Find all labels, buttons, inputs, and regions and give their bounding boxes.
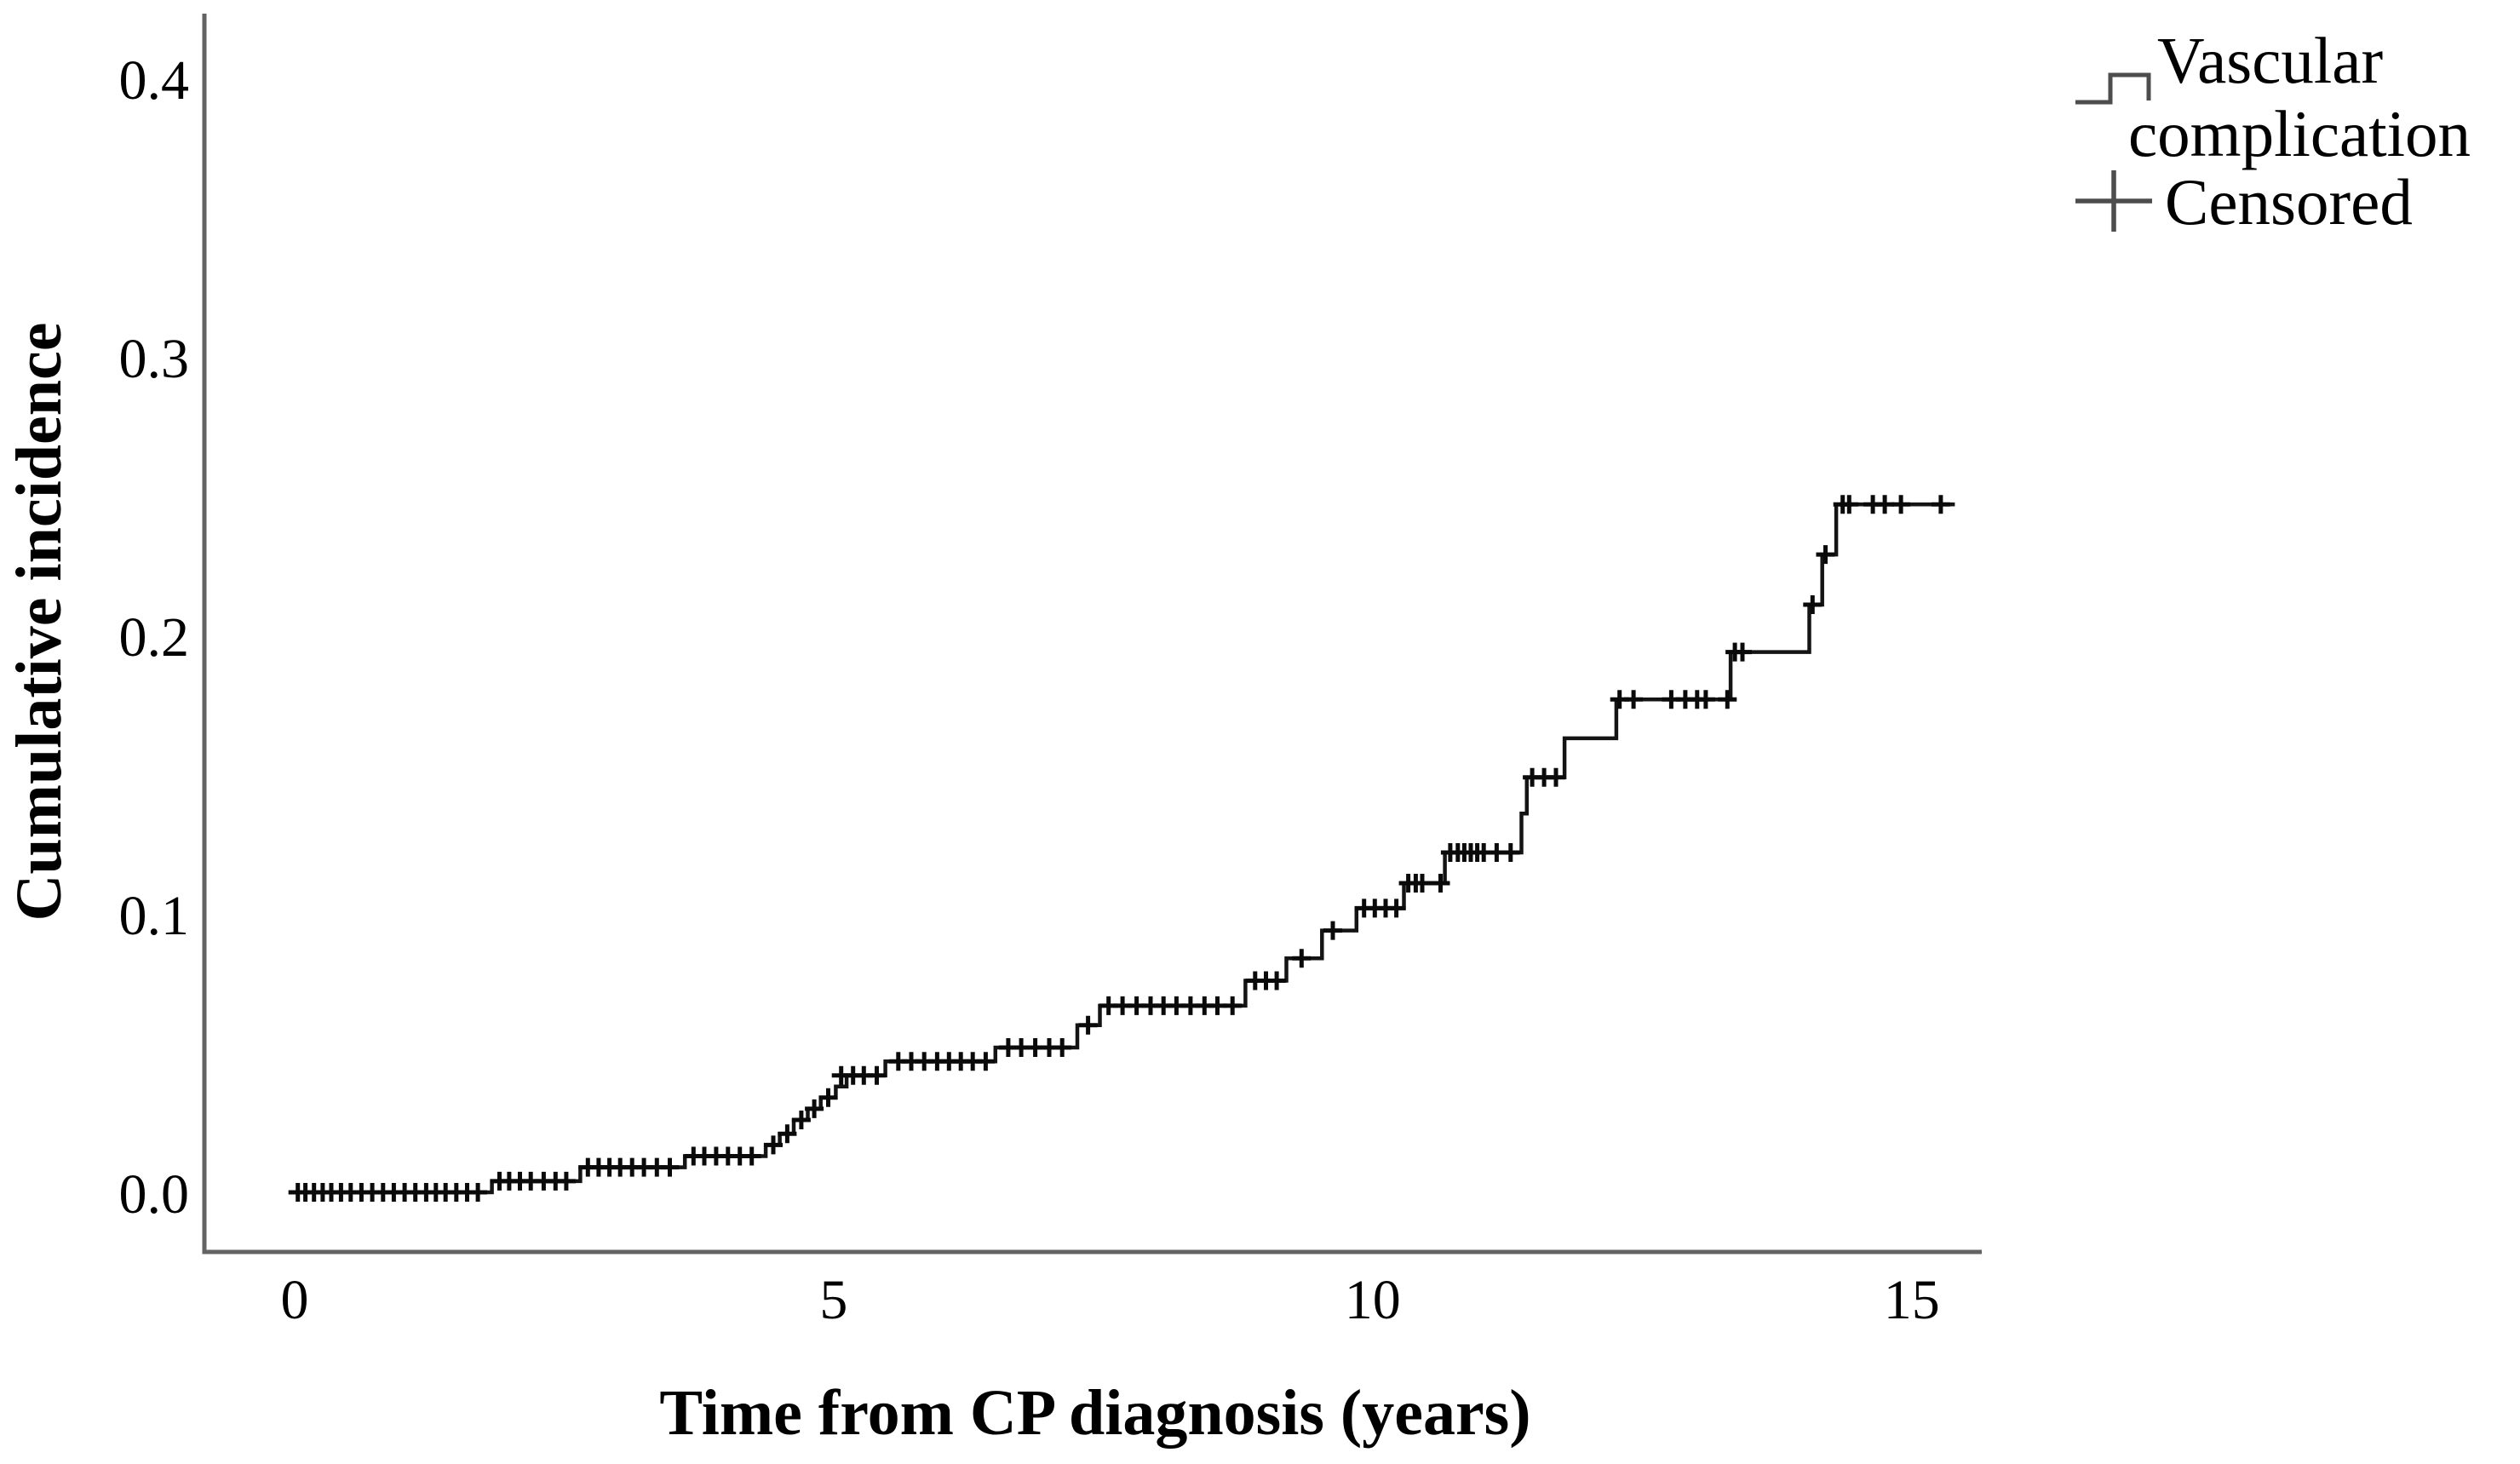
axes-layer: 0.0 0.1 0.2 0.3 0.4 0 5 10 15: [119, 14, 1982, 1331]
censor-mark: [1078, 1015, 1098, 1035]
legend-label-censored: Censored: [2165, 165, 2413, 238]
censor-mark: [764, 1135, 783, 1155]
x-axis-title: Time from CP diagnosis (years): [659, 1377, 1530, 1449]
series-layer: [288, 495, 1955, 1202]
censor-mark: [1875, 495, 1895, 514]
censor-mark: [1803, 595, 1823, 614]
y-tick-label: 0.1: [119, 885, 190, 947]
censor-mark: [1547, 767, 1565, 787]
censor-mark: [468, 1183, 488, 1202]
censor-marks: [288, 495, 1950, 1202]
censor-mark: [1816, 545, 1835, 565]
x-tick-label: 15: [1884, 1269, 1940, 1331]
censor-mark: [976, 1052, 996, 1071]
x-tick-label: 0: [280, 1269, 308, 1331]
legend-plus-icon: [2075, 170, 2152, 232]
censor-mark: [1624, 690, 1644, 709]
y-tick-label: 0.0: [119, 1163, 190, 1226]
y-tick-label: 0.2: [119, 606, 190, 669]
x-tick-label: 5: [819, 1269, 847, 1331]
y-axis-title: Cumulative incidence: [3, 323, 75, 921]
legend-step-line-icon: [2075, 72, 2151, 105]
axis-spines: [202, 14, 1982, 1254]
censor-mark: [1223, 996, 1243, 1015]
censor-mark: [1267, 971, 1287, 990]
censor-mark: [1696, 690, 1715, 709]
censor-mark: [1931, 495, 1950, 514]
censor-mark: [1840, 495, 1859, 514]
censor-mark: [1431, 874, 1450, 893]
censor-mark: [660, 1157, 680, 1177]
censor-mark: [818, 1088, 838, 1107]
censor-mark: [1891, 495, 1911, 514]
censor-mark: [742, 1146, 761, 1166]
censor-mark: [1323, 921, 1342, 940]
censor-mark: [867, 1065, 887, 1085]
censor-mark: [556, 1171, 576, 1191]
cumulative-incidence-curve: [295, 502, 1955, 1195]
censor-mark: [1292, 949, 1312, 968]
censor-mark: [1718, 690, 1737, 709]
y-tick-label: 0.3: [119, 328, 190, 390]
censor-mark: [1053, 1038, 1072, 1057]
x-tick-label: 10: [1345, 1269, 1401, 1331]
legend-label-vascular-line2: complication: [2128, 97, 2471, 170]
censor-mark: [805, 1099, 824, 1118]
censor-mark: [1501, 843, 1520, 862]
censor-mark: [1413, 874, 1432, 893]
y-tick-label: 0.4: [119, 49, 190, 112]
legend: Vascular complication Censored: [2075, 24, 2471, 238]
censor-mark: [1386, 898, 1406, 918]
legend-label-vascular-line1: Vascular: [2157, 24, 2383, 97]
censor-mark: [778, 1124, 797, 1144]
censor-mark: [1733, 642, 1752, 662]
censor-mark: [791, 1111, 811, 1129]
